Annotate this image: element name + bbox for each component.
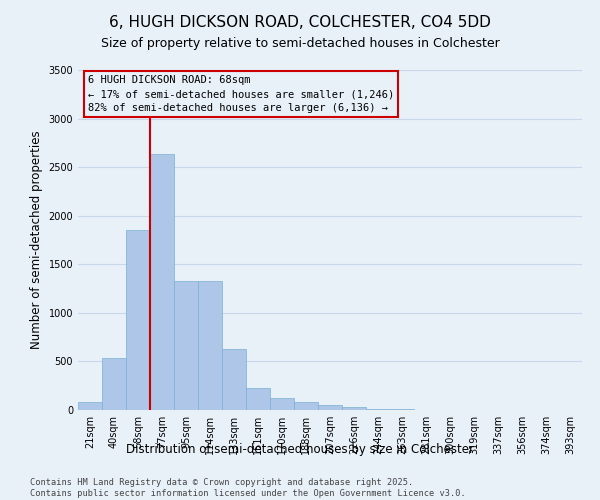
Bar: [198, 281, 222, 410]
Bar: [294, 402, 318, 410]
Bar: [102, 358, 126, 410]
Bar: [222, 349, 246, 410]
Bar: [78, 402, 102, 410]
Bar: [126, 230, 150, 410]
Bar: [150, 154, 174, 410]
Bar: [246, 388, 270, 410]
Y-axis label: Number of semi-detached properties: Number of semi-detached properties: [30, 130, 43, 350]
Text: 6 HUGH DICKSON ROAD: 68sqm
← 17% of semi-detached houses are smaller (1,246)
82%: 6 HUGH DICKSON ROAD: 68sqm ← 17% of semi…: [88, 75, 394, 113]
Bar: [174, 281, 198, 410]
Bar: [366, 408, 390, 410]
Bar: [270, 398, 294, 410]
Bar: [390, 409, 414, 410]
Bar: [342, 407, 366, 410]
Text: Distribution of semi-detached houses by size in Colchester: Distribution of semi-detached houses by …: [126, 442, 474, 456]
Text: 6, HUGH DICKSON ROAD, COLCHESTER, CO4 5DD: 6, HUGH DICKSON ROAD, COLCHESTER, CO4 5D…: [109, 15, 491, 30]
Bar: [318, 405, 342, 410]
Text: Contains HM Land Registry data © Crown copyright and database right 2025.
Contai: Contains HM Land Registry data © Crown c…: [30, 478, 466, 498]
Text: Size of property relative to semi-detached houses in Colchester: Size of property relative to semi-detach…: [101, 38, 499, 51]
